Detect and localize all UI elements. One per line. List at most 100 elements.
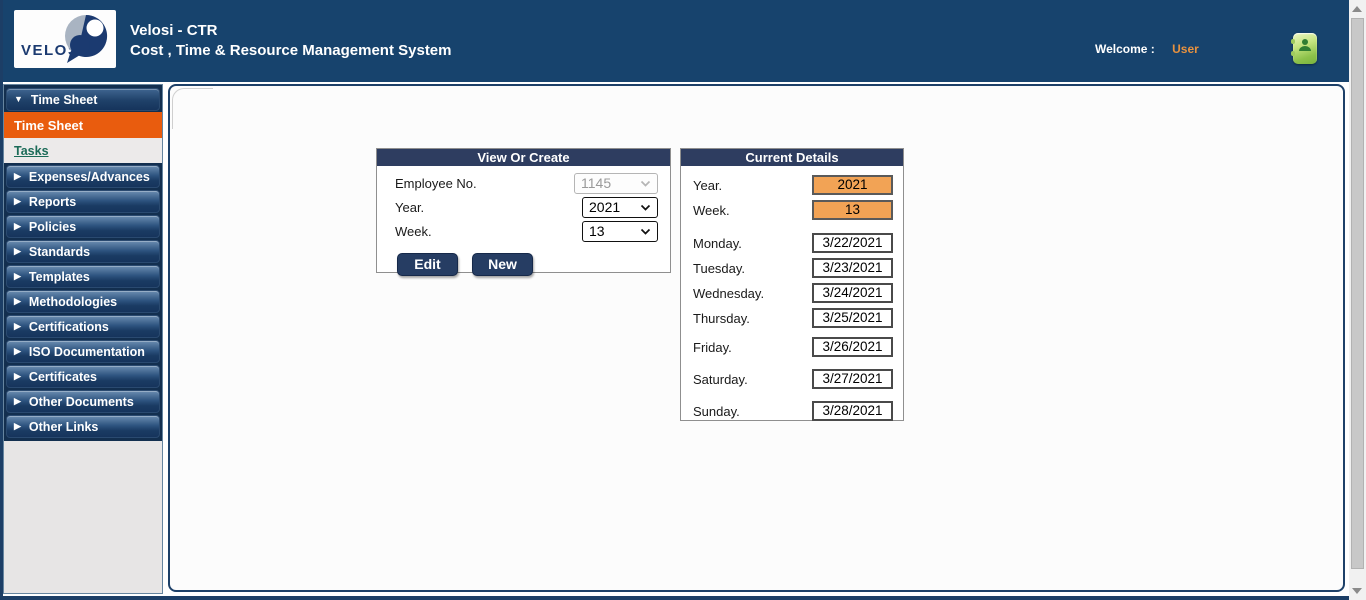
sidebar-section-methodologies[interactable]: ▶ Methodologies	[6, 290, 160, 313]
sunday-date: 3/28/2021	[812, 401, 893, 421]
sidebar-section-other-documents[interactable]: ▶ Other Documents	[6, 390, 160, 413]
velosi-sphere-icon	[65, 14, 108, 63]
main-content: View Or Create Employee No. 1145 Year. 2…	[168, 84, 1345, 592]
tuesday-date: 3/23/2021	[812, 258, 893, 278]
sidebar-section-iso-documentation[interactable]: ▶ ISO Documentation	[6, 340, 160, 363]
scroll-down-icon[interactable]	[1352, 588, 1362, 594]
week-row: Week. 13	[389, 219, 658, 243]
triangle-right-icon: ▶	[14, 296, 21, 306]
triangle-right-icon: ▶	[14, 396, 21, 406]
current-year-row: Year. 2021	[693, 175, 893, 195]
new-button[interactable]: New	[472, 253, 533, 276]
scrollbar-thumb[interactable]	[1351, 18, 1364, 569]
chevron-down-icon	[640, 204, 651, 211]
sidebar-item-time-sheet[interactable]: Time Sheet	[4, 112, 162, 138]
sidebar-menu: ▼ Time Sheet Time Sheet Tasks ▶ Expenses…	[4, 85, 162, 441]
triangle-down-icon: ▼	[14, 94, 23, 104]
monday-row: Monday. 3/22/2021	[693, 233, 893, 253]
sunday-label: Sunday.	[693, 403, 740, 419]
sidebar-section-label: Reports	[28, 194, 77, 209]
wednesday-date: 3/24/2021	[812, 283, 893, 303]
sidebar-section-timesheet[interactable]: ▼ Time Sheet	[6, 88, 160, 111]
employee-no-label: Employee No.	[395, 175, 477, 191]
wednesday-label: Wednesday.	[693, 285, 765, 301]
tuesday-row: Tuesday. 3/23/2021	[693, 258, 893, 278]
triangle-right-icon: ▶	[14, 346, 21, 356]
view-or-create-body: Employee No. 1145 Year. 2021 Week. 13	[377, 166, 670, 276]
sidebar-section-policies[interactable]: ▶ Policies	[6, 215, 160, 238]
app-header: VELOSI Velosi - CTR Cost , Time & Resour…	[0, 0, 1349, 82]
sidebar-section-other-links[interactable]: ▶ Other Links	[6, 415, 160, 438]
saturday-label: Saturday.	[693, 371, 748, 387]
saturday-row: Saturday. 3/27/2021	[693, 369, 893, 389]
triangle-right-icon: ▶	[14, 196, 21, 206]
sidebar-section-label: Other Links	[28, 419, 99, 434]
current-week-label: Week.	[693, 202, 730, 218]
app-subtitle: Cost , Time & Resource Management System	[130, 42, 452, 59]
current-year-label: Year.	[693, 177, 723, 193]
view-or-create-title: View Or Create	[377, 149, 670, 166]
week-label: Week.	[395, 223, 432, 239]
thursday-label: Thursday.	[693, 310, 750, 326]
chevron-down-icon	[640, 180, 651, 187]
sidebar-section-label: Templates	[28, 269, 90, 284]
triangle-right-icon: ▶	[14, 221, 21, 231]
velosi-logo: VELOSI	[14, 10, 116, 68]
year-select[interactable]: 2021	[582, 196, 658, 218]
current-details-body: Year. 2021 Week. 13 Monday. 3/22/2021 Tu…	[681, 166, 903, 421]
sidebar-item-tasks-row: Tasks	[4, 138, 162, 163]
page-bottom-border	[0, 596, 1349, 600]
sidebar-section-label: Certifications	[28, 319, 109, 334]
current-details-title: Current Details	[681, 149, 903, 166]
year-label: Year.	[395, 199, 425, 215]
person-icon	[1299, 39, 1311, 51]
sidebar-section-label: Standards	[28, 244, 91, 259]
sidebar-section-templates[interactable]: ▶ Templates	[6, 265, 160, 288]
sidebar-section-standards[interactable]: ▶ Standards	[6, 240, 160, 263]
sidebar-section-label: Expenses/Advances	[28, 169, 150, 184]
user-profile-button[interactable]	[1291, 33, 1317, 64]
welcome-label: Welcome :	[1095, 42, 1155, 56]
username-link[interactable]: User	[1172, 42, 1199, 56]
monday-date: 3/22/2021	[812, 233, 893, 253]
employee-no-row: Employee No. 1145	[389, 171, 658, 195]
triangle-right-icon: ▶	[14, 271, 21, 281]
welcome-area: Welcome : User	[1095, 42, 1199, 56]
triangle-right-icon: ▶	[14, 371, 21, 381]
user-icon-tab	[1291, 39, 1295, 44]
sidebar-section-label: ISO Documentation	[28, 344, 145, 359]
triangle-right-icon: ▶	[14, 171, 21, 181]
view-or-create-panel: View Or Create Employee No. 1145 Year. 2…	[376, 148, 671, 276]
thursday-date: 3/25/2021	[812, 308, 893, 328]
year-value: 2021	[589, 199, 621, 215]
page-left-border	[0, 0, 3, 600]
sidebar-section-certificates[interactable]: ▶ Certificates	[6, 365, 160, 388]
sidebar-section-expenses-advances[interactable]: ▶ Expenses/Advances	[6, 165, 160, 188]
sidebar-section-certifications[interactable]: ▶ Certifications	[6, 315, 160, 338]
sidebar-section-label: Time Sheet	[30, 92, 98, 107]
triangle-right-icon: ▶	[14, 321, 21, 331]
sunday-row: Sunday. 3/28/2021	[693, 401, 893, 421]
current-details-panel: Current Details Year. 2021 Week. 13 Mond…	[680, 148, 904, 421]
sidebar-section-reports[interactable]: ▶ Reports	[6, 190, 160, 213]
employee-no-select: 1145	[574, 172, 658, 194]
triangle-right-icon: ▶	[14, 421, 21, 431]
thursday-row: Thursday. 3/25/2021	[693, 308, 893, 328]
sidebar-section-label: Other Documents	[28, 394, 134, 409]
sidebar-item-label: Time Sheet	[14, 117, 84, 133]
app-title: Velosi - CTR	[130, 22, 218, 39]
friday-row: Friday. 3/26/2021	[693, 337, 893, 357]
week-value: 13	[589, 223, 605, 239]
current-week-value: 13	[812, 200, 893, 220]
vertical-scrollbar[interactable]	[1349, 0, 1366, 600]
scroll-up-icon[interactable]	[1352, 6, 1362, 12]
action-buttons-row: Edit New	[397, 253, 658, 276]
current-week-row: Week. 13	[693, 200, 893, 220]
app-title-block: Velosi - CTR Cost , Time & Resource Mana…	[130, 21, 452, 61]
chevron-down-icon	[640, 228, 651, 235]
monday-label: Monday.	[693, 235, 742, 251]
week-select[interactable]: 13	[582, 220, 658, 242]
sidebar-item-tasks[interactable]: Tasks	[14, 143, 49, 158]
sidebar: ▼ Time Sheet Time Sheet Tasks ▶ Expenses…	[3, 84, 163, 594]
edit-button[interactable]: Edit	[397, 253, 458, 276]
